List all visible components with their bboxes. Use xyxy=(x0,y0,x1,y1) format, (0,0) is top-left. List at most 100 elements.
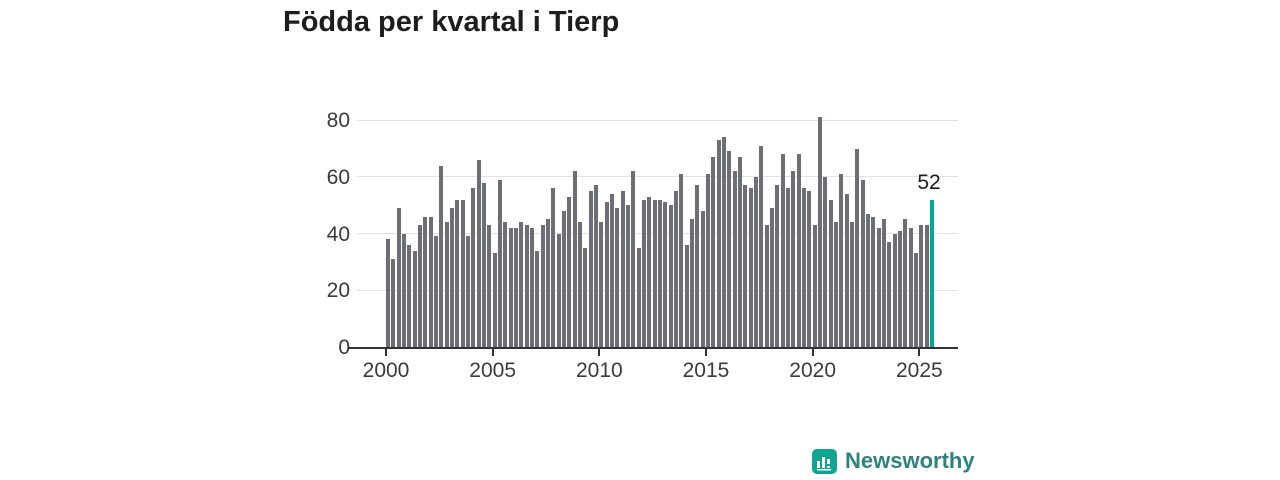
bar xyxy=(439,165,444,347)
bar xyxy=(881,219,887,347)
x-axis-tick-mark xyxy=(918,349,921,356)
bar xyxy=(609,193,615,347)
y-axis-tick-label: 20 xyxy=(326,279,350,303)
bar xyxy=(497,179,503,347)
bar xyxy=(727,151,732,347)
bar xyxy=(924,225,929,347)
x-axis-line xyxy=(348,347,958,349)
bar xyxy=(386,239,391,347)
brand-footer: Newsworthy xyxy=(812,448,975,474)
bar xyxy=(588,191,593,347)
x-axis-tick-mark xyxy=(385,349,387,356)
bar xyxy=(455,199,460,347)
bar xyxy=(631,171,636,347)
bar xyxy=(695,185,700,347)
x-axis-tick-mark xyxy=(704,349,707,356)
y-gridline xyxy=(357,176,958,178)
bar xyxy=(668,205,673,347)
y-gridline xyxy=(357,233,958,235)
bar xyxy=(428,216,433,347)
bar xyxy=(508,227,513,347)
bar xyxy=(844,193,849,347)
bar xyxy=(785,188,791,347)
bar xyxy=(903,219,908,347)
bar xyxy=(540,225,545,347)
bar xyxy=(764,225,769,347)
bar xyxy=(396,208,401,347)
brand-name: Newsworthy xyxy=(845,448,975,473)
bar xyxy=(593,185,599,347)
bar xyxy=(807,191,812,347)
bar xyxy=(812,225,817,347)
bar xyxy=(865,213,871,347)
bar xyxy=(892,233,897,347)
bar xyxy=(465,236,471,347)
bar xyxy=(636,247,641,347)
bar xyxy=(391,259,396,347)
bar xyxy=(551,188,556,347)
bar xyxy=(423,216,428,347)
bar xyxy=(545,219,551,347)
y-axis-tick-label: 40 xyxy=(326,222,350,246)
x-axis-tick-label: 2010 xyxy=(575,359,623,382)
bar xyxy=(673,191,679,347)
bar xyxy=(817,117,823,347)
y-gridline xyxy=(357,119,958,121)
bar xyxy=(823,176,828,347)
bar xyxy=(913,253,919,347)
bar xyxy=(897,230,903,347)
bar xyxy=(839,174,844,347)
bar xyxy=(887,242,892,347)
bar xyxy=(519,222,524,347)
chart-title: Födda per kvartal i Tierp xyxy=(283,6,620,38)
x-axis-tick-label: 2025 xyxy=(895,359,943,382)
bar xyxy=(556,233,561,347)
x-axis-tick-label: 2020 xyxy=(789,359,837,382)
bar xyxy=(625,205,631,347)
bar xyxy=(860,179,865,347)
bar xyxy=(855,148,860,347)
x-axis-tick-mark xyxy=(811,349,814,356)
bar xyxy=(828,199,833,347)
bar xyxy=(412,250,417,347)
bar xyxy=(481,182,487,347)
x-axis-tick-label: 2005 xyxy=(469,359,517,382)
bar xyxy=(919,225,924,347)
bar xyxy=(476,159,481,347)
highlighted-bar xyxy=(929,199,935,347)
x-axis-tick-mark xyxy=(598,349,601,356)
bar xyxy=(716,140,721,347)
bar xyxy=(759,145,764,347)
bar xyxy=(849,222,855,347)
bar xyxy=(535,250,540,347)
bar xyxy=(444,222,449,347)
bar xyxy=(567,196,572,347)
bar xyxy=(641,199,647,347)
bar xyxy=(572,171,577,347)
bar xyxy=(615,208,620,347)
bar xyxy=(700,210,705,347)
bar xyxy=(737,157,743,347)
bar xyxy=(492,253,497,347)
highlight-value-label: 52 xyxy=(917,170,941,194)
y-axis-tick-label: 0 xyxy=(338,336,350,359)
x-axis-tick-mark xyxy=(491,349,494,356)
bar xyxy=(769,208,775,347)
bar xyxy=(801,188,807,347)
bar xyxy=(721,137,727,347)
bar xyxy=(471,188,476,347)
bar xyxy=(796,154,801,347)
bar xyxy=(732,171,737,347)
bar xyxy=(833,222,839,347)
bar xyxy=(684,244,689,347)
bar xyxy=(401,233,407,347)
bar xyxy=(433,236,439,347)
bar xyxy=(775,185,780,347)
bar xyxy=(620,191,625,347)
bar xyxy=(705,174,711,347)
bar xyxy=(604,202,609,347)
bar xyxy=(449,208,455,347)
bar xyxy=(780,154,785,347)
y-gridline xyxy=(357,289,958,291)
